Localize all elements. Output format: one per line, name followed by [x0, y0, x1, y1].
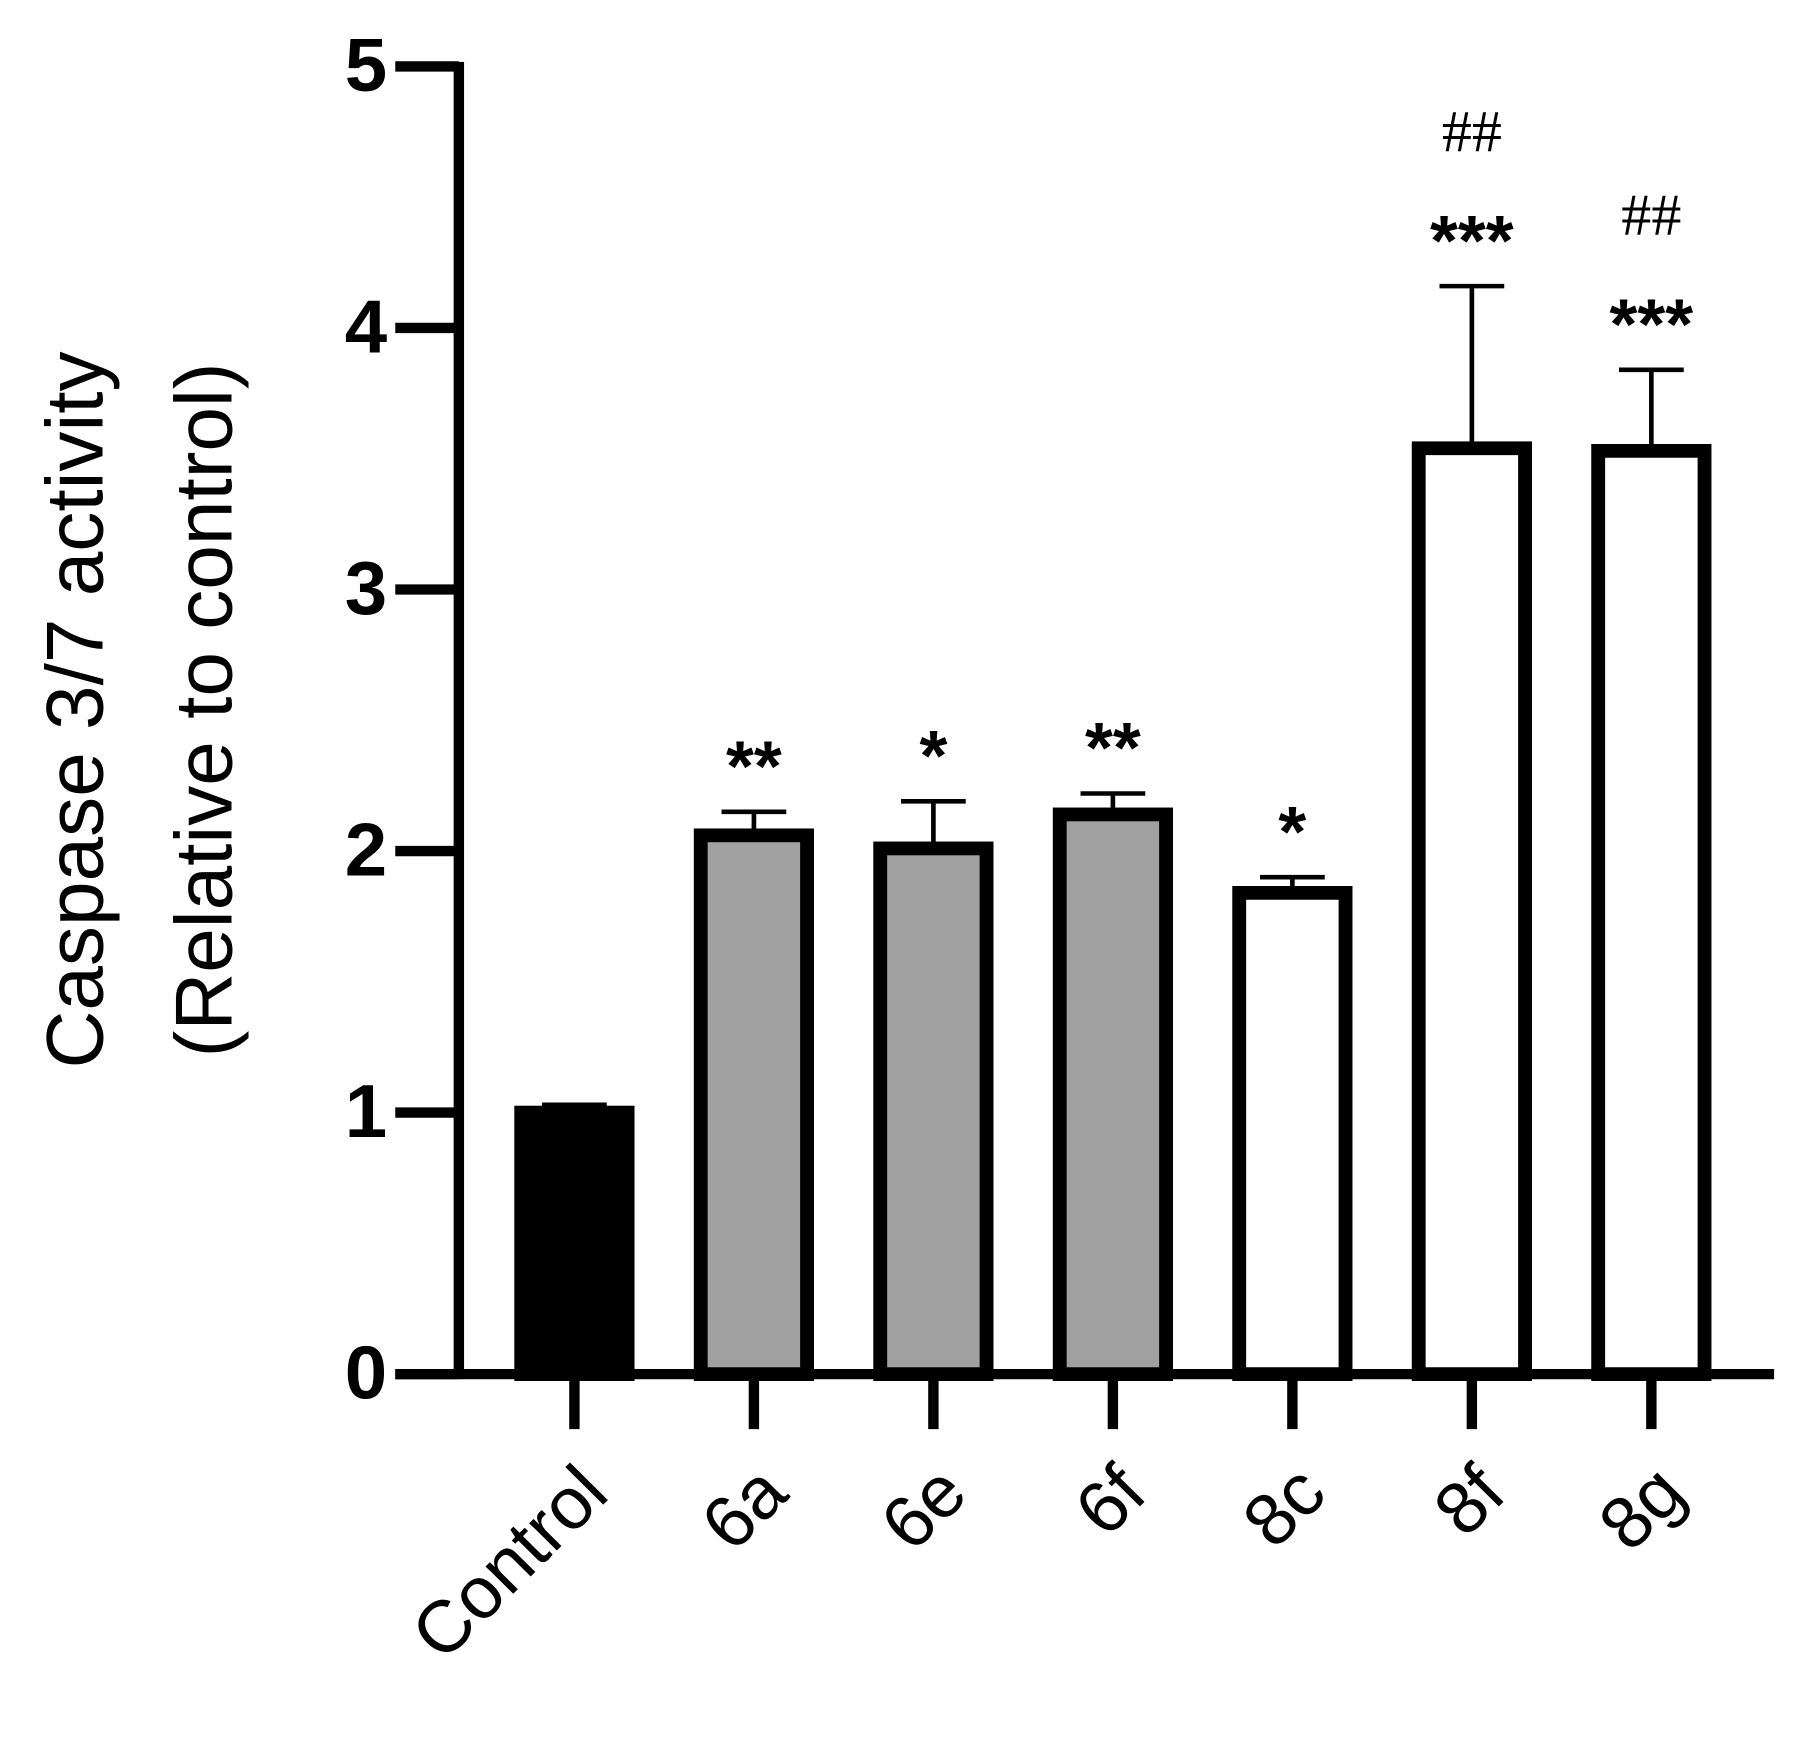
x-tick-label: 8f	[1418, 1449, 1521, 1551]
y-tick-label: 4	[345, 285, 387, 370]
significance: **	[1085, 708, 1141, 788]
significance: *	[919, 716, 947, 796]
y-tick-label: 1	[345, 1069, 387, 1154]
x-tick-label: 6e	[865, 1449, 982, 1565]
bar	[1591, 444, 1712, 1381]
x-tick-label: 6a	[685, 1449, 802, 1565]
bar	[693, 828, 815, 1381]
bar	[1232, 886, 1353, 1381]
hash-label: ##	[1621, 182, 1681, 248]
bar	[514, 1105, 635, 1381]
bar	[1052, 807, 1173, 1381]
y-tick-label: 2	[345, 808, 387, 893]
significance: **	[726, 727, 782, 807]
significance: *	[1278, 792, 1306, 872]
bar	[1411, 441, 1532, 1381]
hash-label: ##	[1442, 98, 1502, 164]
y-tick-label: 3	[345, 546, 387, 631]
significance: ***	[1430, 201, 1514, 281]
x-tick-label: 8c	[1226, 1449, 1340, 1562]
bar	[873, 841, 994, 1381]
x-tick-label: 8g	[1583, 1449, 1700, 1565]
y-label-line: Caspase 3/7 activity	[30, 351, 120, 1069]
y-tick-label: 5	[345, 23, 387, 108]
significance: ***	[1610, 285, 1694, 365]
x-tick-label: Control	[395, 1449, 623, 1674]
x-tick-label: 6f	[1059, 1449, 1162, 1551]
y-label-line: (Relative to control)	[159, 363, 249, 1058]
y-tick-label: 0	[345, 1331, 387, 1416]
y-axis-title: Caspase 3/7 activity (Relative to contro…	[30, 351, 250, 1069]
